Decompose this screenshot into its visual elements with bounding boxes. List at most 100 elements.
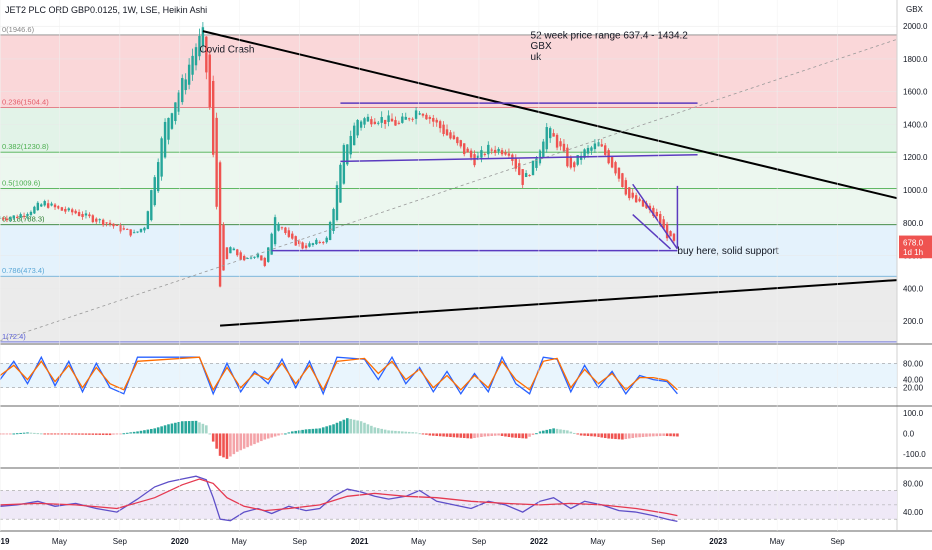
candle-body xyxy=(476,155,480,160)
momentum-bar xyxy=(29,432,33,434)
time-tick: 2021 xyxy=(351,537,369,546)
trendline-lower[interactable] xyxy=(220,279,898,327)
annotation-2: GBX xyxy=(531,41,552,52)
momentum-bar xyxy=(184,421,187,434)
candle-body xyxy=(614,162,617,174)
stoch-axis-tick: 20.00 xyxy=(903,384,924,393)
momentum-bar xyxy=(366,424,370,434)
momentum-bar xyxy=(43,433,47,435)
candle-body xyxy=(383,119,387,124)
momentum-pane[interactable]: 100.0 0.0 -100.0 xyxy=(0,405,932,459)
candle-body xyxy=(628,187,631,199)
fib-label: 0.236(1504.4) xyxy=(2,97,49,106)
momentum-bar xyxy=(641,433,645,438)
candle-body xyxy=(33,206,36,214)
momentum-bar xyxy=(397,431,401,434)
momentum-bar xyxy=(194,420,198,434)
momentum-bar xyxy=(597,433,600,438)
candle-body xyxy=(555,134,559,148)
trendline-midline[interactable] xyxy=(340,154,698,163)
trendline-dashed[interactable] xyxy=(0,38,898,342)
momentum-bar xyxy=(287,432,291,434)
candle-body xyxy=(242,255,246,261)
rsi-line-1 xyxy=(0,478,678,517)
momentum-bar xyxy=(46,433,50,435)
candle-body xyxy=(432,117,435,122)
momentum-bar xyxy=(445,433,449,437)
price-axis-tick: 1600.0 xyxy=(903,88,928,97)
rsi-pane[interactable]: 40.00 80.00 xyxy=(0,467,932,523)
candle-body xyxy=(256,253,260,258)
candle-body xyxy=(29,211,33,215)
candle-body xyxy=(394,120,397,126)
momentum-bar xyxy=(593,433,597,437)
momentum-bar xyxy=(180,421,184,434)
momentum-bar xyxy=(304,429,308,434)
annotation-0: Covid Crash xyxy=(199,44,254,55)
momentum-bar xyxy=(483,433,487,437)
candle-body xyxy=(335,185,339,221)
momentum-bar xyxy=(263,433,267,440)
candle-body xyxy=(71,209,74,213)
candle-body xyxy=(387,115,390,122)
momentum-bar xyxy=(610,433,614,439)
candle-body xyxy=(132,232,136,234)
candle-body xyxy=(641,199,645,207)
momentum-bar xyxy=(94,433,98,435)
momentum-bar xyxy=(652,433,655,437)
momentum-bar xyxy=(15,433,19,435)
momentum-bar xyxy=(452,433,456,438)
momentum-bar xyxy=(22,432,26,434)
fib-zone xyxy=(0,188,897,225)
momentum-bar xyxy=(339,421,342,434)
momentum-bar xyxy=(139,430,143,434)
candle-body xyxy=(60,207,64,211)
momentum-bar xyxy=(638,433,641,438)
candle-body xyxy=(177,92,181,112)
momentum-bar xyxy=(208,433,212,435)
candle-body xyxy=(318,241,321,243)
momentum-axis-tick: 0.0 xyxy=(903,429,915,438)
momentum-bar xyxy=(572,432,576,434)
candle-body xyxy=(215,117,218,207)
momentum-bar xyxy=(70,433,74,435)
time-tick: 2023 xyxy=(709,537,727,546)
momentum-bar xyxy=(669,433,672,437)
fib-label: 0.786(473.4) xyxy=(2,266,45,275)
momentum-bar xyxy=(634,433,638,438)
candle-body xyxy=(229,247,232,254)
price-axis-tick: 1800.0 xyxy=(903,55,928,64)
trendline-upper[interactable] xyxy=(202,30,898,200)
main-price-pane[interactable]: 0(1946.6) 0.236(1504.4) 0.382(1230.8) 0.5(1… xyxy=(0,0,932,530)
momentum-bar xyxy=(401,431,404,434)
momentum-bar xyxy=(359,421,363,434)
momentum-bar xyxy=(60,433,64,435)
candle-body xyxy=(211,80,215,155)
momentum-bar xyxy=(442,433,445,437)
candle-body xyxy=(449,132,452,139)
momentum-bar xyxy=(387,430,390,434)
momentum-bar xyxy=(136,431,139,434)
candle-body xyxy=(397,122,401,124)
trendline-wedge-top[interactable] xyxy=(632,183,679,250)
momentum-bar xyxy=(466,433,469,439)
fib-label: 0.382(1230.8) xyxy=(2,142,49,151)
candle-body xyxy=(507,153,511,156)
momentum-bar xyxy=(146,429,150,434)
momentum-bar xyxy=(493,433,497,436)
candle-body xyxy=(483,153,487,155)
trendline-wedge-bottom[interactable] xyxy=(632,214,672,250)
momentum-bar xyxy=(507,433,511,438)
candle-body xyxy=(583,149,586,158)
candle-body xyxy=(280,227,284,229)
momentum-bar xyxy=(294,430,298,434)
momentum-bar xyxy=(91,433,95,435)
momentum-bar xyxy=(143,430,146,434)
candle-body xyxy=(404,116,407,120)
momentum-bar xyxy=(239,433,243,451)
momentum-bar xyxy=(19,432,22,434)
momentum-bar xyxy=(132,431,136,434)
